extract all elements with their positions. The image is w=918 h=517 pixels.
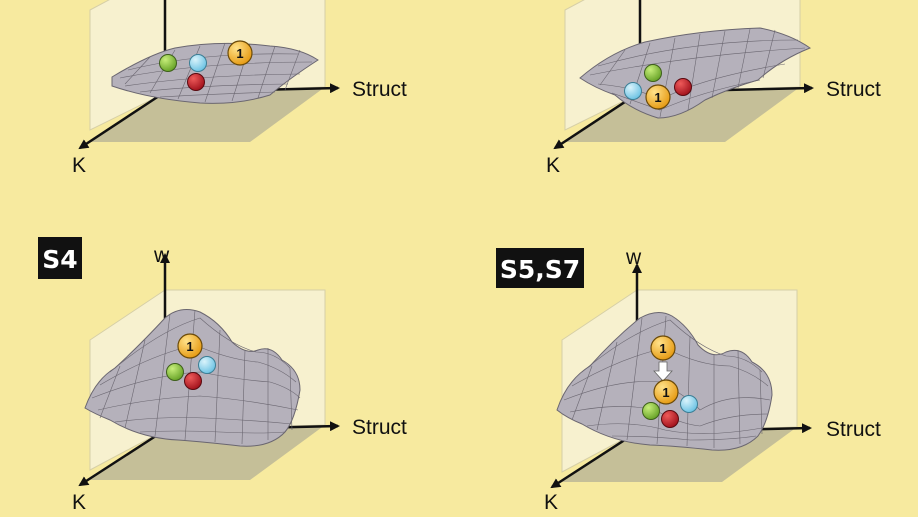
blue-ball xyxy=(625,83,642,100)
panel-top-left: Struct K 1 xyxy=(72,0,407,177)
gold-ball-end-label: 1 xyxy=(662,385,669,400)
blue-ball xyxy=(199,357,216,374)
z-axis-label: w xyxy=(153,244,170,267)
y-axis-label: K xyxy=(546,154,560,177)
gold-ball-label: 1 xyxy=(186,339,193,354)
green-ball xyxy=(645,65,662,82)
red-ball xyxy=(675,79,692,96)
y-axis-label: K xyxy=(544,491,558,514)
gold-ball-label: 1 xyxy=(654,90,661,105)
green-ball xyxy=(643,403,660,420)
panel-badge: S4 xyxy=(42,245,77,274)
red-ball xyxy=(662,411,679,428)
red-ball xyxy=(188,74,205,91)
x-axis-label: Struct xyxy=(826,418,881,441)
y-axis-label: K xyxy=(72,154,86,177)
blue-ball xyxy=(681,396,698,413)
x-axis-label: Struct xyxy=(352,416,407,439)
x-axis-label: Struct xyxy=(352,78,407,101)
green-ball xyxy=(167,364,184,381)
blue-ball xyxy=(190,55,207,72)
z-axis-label: w xyxy=(625,246,642,269)
y-axis-label: K xyxy=(72,491,86,514)
x-axis-label: Struct xyxy=(826,78,881,101)
panel-bottom-right: S5,S7 w Struct K 1 xyxy=(496,246,881,514)
panel-top-right: Struct K 1 xyxy=(546,0,881,177)
panel-bottom-left: S4 w Struct K 1 xyxy=(38,237,407,514)
gold-ball-label: 1 xyxy=(236,46,243,61)
green-ball xyxy=(160,55,177,72)
panel-badge: S5,S7 xyxy=(500,255,580,284)
gold-ball-start-label: 1 xyxy=(659,341,666,356)
red-ball xyxy=(185,373,202,390)
